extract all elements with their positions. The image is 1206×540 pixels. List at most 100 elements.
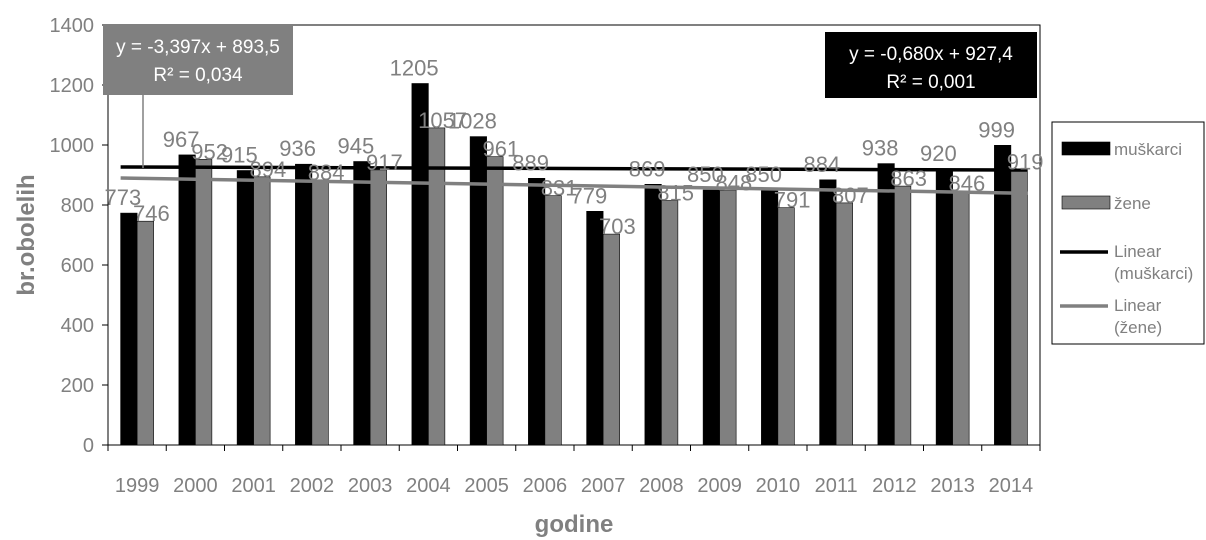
data-label-zene: 952 xyxy=(191,139,228,164)
bar-muskarci xyxy=(877,163,895,446)
bar-zene xyxy=(777,207,795,446)
bar-zene xyxy=(661,200,679,446)
x-tick-label: 2009 xyxy=(697,475,742,497)
bar-zene xyxy=(544,195,562,446)
bar-muskarci xyxy=(935,168,953,446)
data-label-muskarci: 869 xyxy=(629,156,666,181)
data-label-zene: 791 xyxy=(774,188,811,213)
trendline-equation: y = -3,397x + 893,5 xyxy=(116,37,280,58)
data-label-muskarci: 1205 xyxy=(390,56,439,81)
data-label-zene: 831 xyxy=(541,176,578,201)
data-label-muskarci: 915 xyxy=(221,143,258,168)
data-label-muskarci: 967 xyxy=(163,127,200,152)
bar-muskarci xyxy=(295,163,313,446)
data-label-muskarci: 850 xyxy=(687,162,724,187)
legend-label-zene: žene xyxy=(1114,194,1151,213)
data-label-muskarci: 1028 xyxy=(448,109,497,134)
legend-label-trend-muskarci: (muškarci) xyxy=(1114,264,1193,283)
legend-label-trend-muskarci: Linear xyxy=(1114,242,1162,261)
x-tick-label: 2005 xyxy=(464,475,509,497)
bar-zene xyxy=(952,190,970,446)
y-tick-label: 1400 xyxy=(50,15,95,37)
y-tick-label: 0 xyxy=(83,435,94,457)
data-label-muskarci: 938 xyxy=(862,136,899,161)
x-tick-label: 1999 xyxy=(115,475,160,497)
data-label-zene: 919 xyxy=(1007,149,1044,174)
data-label-zene: 884 xyxy=(308,160,345,185)
data-label-muskarci: 999 xyxy=(978,117,1015,142)
y-tick-label: 400 xyxy=(61,315,94,337)
data-label-zene: 961 xyxy=(483,137,520,162)
data-label-muskarci: 945 xyxy=(338,134,375,159)
trendline-r-squared: R² = 0,001 xyxy=(886,72,975,93)
x-tick-label: 2002 xyxy=(290,475,335,497)
trendline-equation-box xyxy=(825,32,1037,98)
data-label-zene: 1057 xyxy=(418,108,467,133)
x-tick-label: 2003 xyxy=(348,475,393,497)
data-label-zene: 894 xyxy=(250,157,287,182)
data-label-zene: 846 xyxy=(949,171,986,196)
legend-swatch-muskarci xyxy=(1061,141,1111,156)
bar-muskarci xyxy=(994,145,1012,446)
y-tick-label: 800 xyxy=(61,195,94,217)
bar-zene xyxy=(311,179,329,446)
legend-label-muskarci: muškarci xyxy=(1114,140,1182,159)
x-tick-label: 2006 xyxy=(523,475,568,497)
bar-zene xyxy=(136,220,154,446)
data-label-muskarci: 936 xyxy=(279,136,316,161)
x-tick-label: 2013 xyxy=(930,475,975,497)
y-axis-title: br.obolelih xyxy=(13,174,40,295)
trendline-zene xyxy=(120,176,1028,196)
data-label-muskarci: 850 xyxy=(745,162,782,187)
y-tick-label: 200 xyxy=(61,375,94,397)
bar-zene xyxy=(369,169,387,446)
data-label-muskarci: 779 xyxy=(571,183,608,208)
y-tick-label: 1000 xyxy=(50,135,95,157)
bar-muskarci xyxy=(819,179,837,446)
trendline-muskarci xyxy=(120,165,1028,172)
x-tick-label: 2004 xyxy=(406,475,451,497)
bar-muskarci xyxy=(528,178,546,446)
bar-zene xyxy=(719,190,737,446)
bar-muskarci xyxy=(236,170,254,446)
data-label-muskarci: 884 xyxy=(804,152,841,177)
data-label-zene: 703 xyxy=(599,214,636,239)
data-label-zene: 848 xyxy=(716,171,753,196)
x-tick-label: 2000 xyxy=(173,475,218,497)
bar-zene xyxy=(602,233,620,446)
data-label-zene: 807 xyxy=(832,183,869,208)
bar-zene xyxy=(894,185,912,446)
bar-muskarci xyxy=(586,211,604,446)
legend-swatch-zene xyxy=(1061,195,1111,210)
x-tick-label: 2007 xyxy=(581,475,626,497)
trendline-equation: y = -0,680x + 927,4 xyxy=(849,44,1013,65)
bar-zene xyxy=(253,176,271,446)
x-tick-label: 2001 xyxy=(231,475,276,497)
x-tick-label: 2014 xyxy=(989,475,1034,497)
bar-zene xyxy=(1010,169,1028,446)
bar-zene xyxy=(195,159,213,446)
legend-label-trend-zene: Linear xyxy=(1114,296,1162,315)
bar-muskarci xyxy=(411,83,429,446)
data-label-zene: 746 xyxy=(133,201,170,226)
x-tick-label: 2011 xyxy=(815,475,858,497)
data-label-muskarci: 773 xyxy=(105,185,142,210)
x-tick-label: 2010 xyxy=(756,475,801,497)
data-label-zene: 863 xyxy=(890,166,927,191)
bar-muskarci xyxy=(178,154,196,446)
data-label-zene: 917 xyxy=(366,150,403,175)
data-label-muskarci: 889 xyxy=(512,150,549,175)
y-tick-label: 600 xyxy=(61,255,94,277)
bar-zene xyxy=(486,156,504,446)
bar-muskarci xyxy=(761,189,779,446)
x-tick-label: 2012 xyxy=(872,475,917,497)
bar-zene xyxy=(428,127,446,446)
x-tick-label: 2008 xyxy=(639,475,684,497)
data-label-muskarci: 920 xyxy=(920,141,957,166)
trendline-equation-box xyxy=(103,25,293,95)
x-axis-title: godine xyxy=(535,511,614,538)
bar-muskarci xyxy=(702,189,720,446)
trendline-r-squared: R² = 0,034 xyxy=(153,65,243,86)
bar-muskarci xyxy=(120,212,138,446)
